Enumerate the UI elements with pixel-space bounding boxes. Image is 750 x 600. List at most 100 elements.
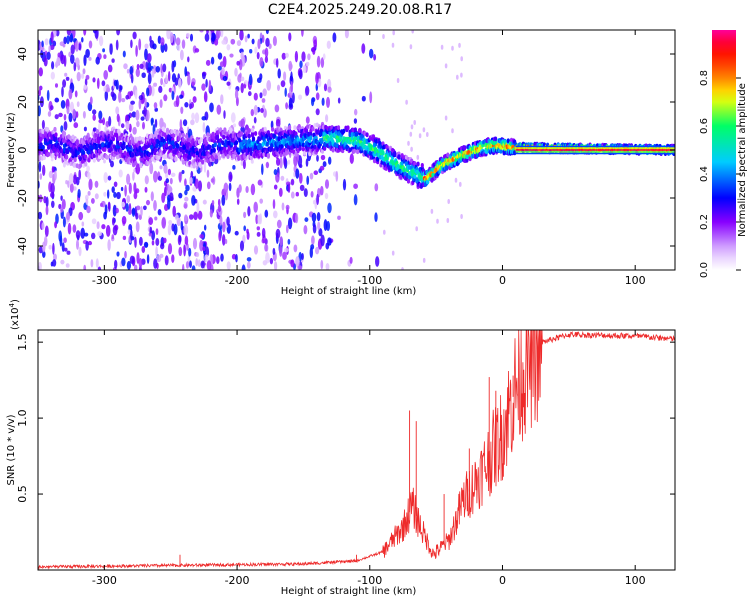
signal-cell [298,146,302,151]
noise-cell [241,264,246,270]
signal-cell [397,154,401,160]
signal-cell [284,150,288,156]
noise-cell [74,40,79,52]
noise-cell [303,188,308,198]
noise-cell [290,191,295,199]
noise-cell [310,190,314,198]
noise-cell [180,220,184,231]
noise-cell [246,261,251,269]
noise-cell [265,30,269,35]
noise-cell [226,261,231,270]
noise-cell [242,159,246,170]
noise-cell [39,85,43,91]
noise-cell [247,206,251,217]
noise-cell [246,257,252,262]
signal-cell [413,174,417,179]
signal-cell [105,154,109,160]
noise-cell [320,259,324,270]
noise-cell [60,259,65,265]
noise-cell [188,247,192,257]
noise-cell [152,43,157,50]
signal-cell [320,149,325,154]
noise-cell [250,108,255,117]
signal-cell [49,139,53,145]
noise-cell [220,253,224,262]
signal-cell [291,134,295,139]
signal-cell [181,159,185,165]
noise-cell [155,246,158,258]
noise-cell [218,230,222,242]
signal-cell [240,131,244,137]
noise-cell [145,61,149,71]
noise-cell [147,61,152,73]
noise-cell [156,255,162,263]
noise-cell [179,49,184,61]
signal-cell [365,132,369,138]
noise-cell [70,44,75,55]
signal-cell [211,131,215,137]
x-tick-label: -300 [92,274,117,287]
noise-cell [72,108,76,120]
noise-cell [335,170,339,182]
noise-cell [146,254,150,264]
noise-cell [120,123,125,129]
noise-cell [269,257,274,265]
signal-cell [280,143,284,149]
noise-cell [112,225,118,236]
signal-cell [67,134,71,140]
noise-cell [87,191,91,196]
noise-cell [98,110,103,120]
noise-cell [272,247,276,256]
noise-cell [246,228,249,234]
signal-cell [213,142,217,148]
noise-cell [259,198,264,204]
noise-cell [177,77,182,89]
noise-cell [195,258,199,267]
noise-cell [447,199,451,204]
noise-cell [88,40,93,49]
noise-cell [283,154,287,167]
noise-cell [67,180,70,188]
noise-cell [165,172,169,179]
noise-cell [126,260,132,270]
noise-cell [155,65,161,73]
noise-cell [279,156,283,169]
noise-cell [256,226,261,231]
noise-cell [122,235,127,241]
noise-cell [273,261,278,270]
noise-cell [94,30,99,40]
noise-cell [230,38,236,45]
noise-cell [50,71,55,80]
noise-cell [368,48,374,59]
signal-cell [119,148,123,154]
noise-cell [159,99,163,109]
noise-cell [234,89,239,100]
noise-cell [158,85,163,94]
chart-title: C2E4.2025.249.20.08.R17 [268,2,452,18]
noise-cell [272,35,277,47]
noise-cell [62,79,67,88]
x-tick-label: 100 [625,274,646,287]
signal-cell [393,151,397,157]
noise-cell [192,237,198,250]
noise-cell [396,78,400,83]
noise-cell [95,56,100,65]
noise-cell [391,42,395,48]
noise-cell [41,40,44,48]
noise-cell [297,265,303,270]
noise-cell [220,94,224,105]
signal-cell [416,161,420,167]
signal-cell [309,135,313,141]
noise-cell [173,223,178,236]
noise-cell [430,208,434,214]
signal-cell [247,133,251,139]
noise-cell [97,266,102,270]
noise-cell [42,241,46,253]
noise-cell [315,72,319,85]
signal-cell [122,144,126,150]
noise-cell [73,122,79,129]
signal-cell [217,142,222,148]
noise-cell [92,114,96,121]
signal-cell [181,132,185,138]
noise-cell [235,253,238,263]
